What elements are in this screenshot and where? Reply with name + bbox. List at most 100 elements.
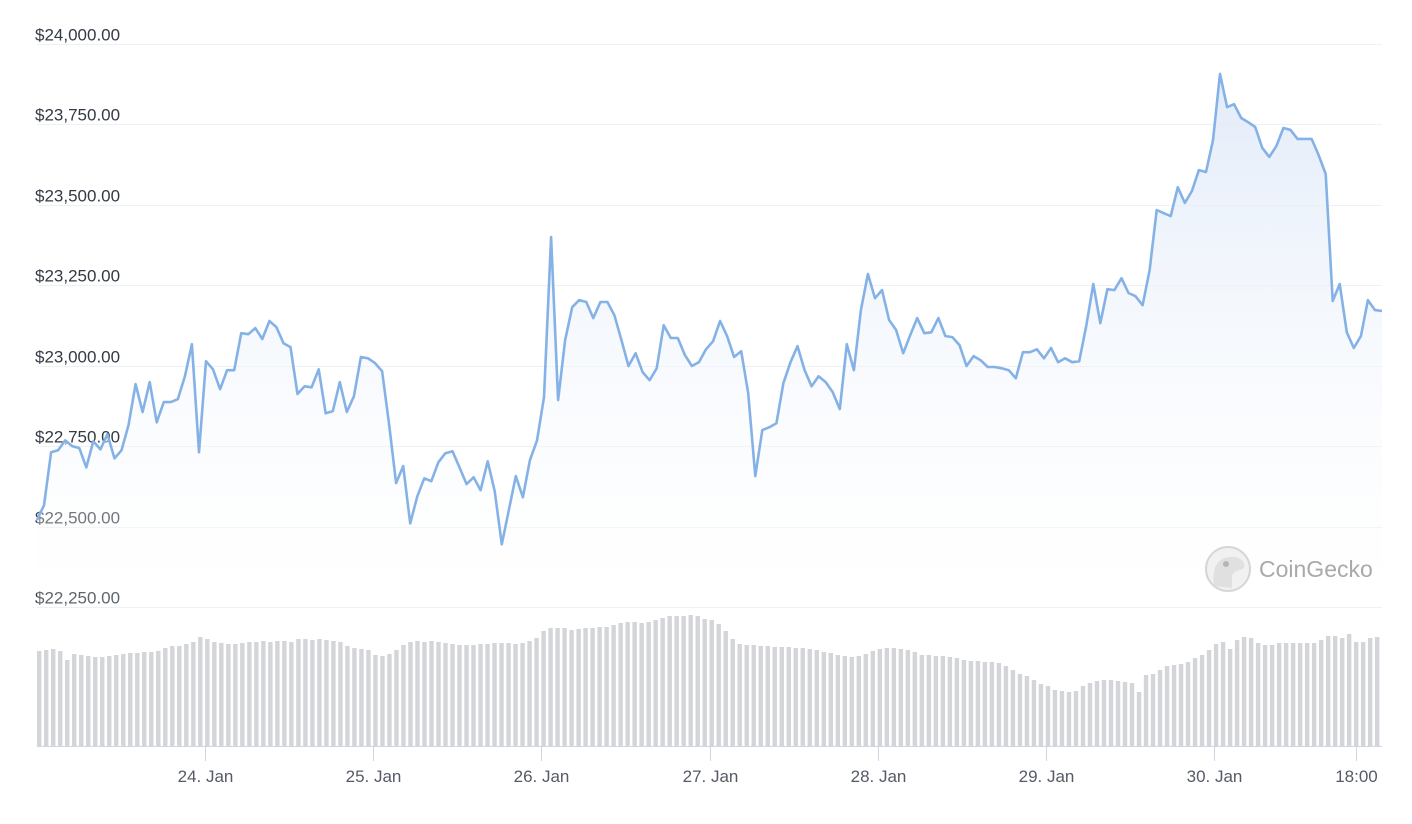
volume-bar [730, 639, 735, 746]
volume-bar [667, 616, 672, 746]
volume-bar [744, 645, 749, 746]
volume-bar [849, 657, 855, 746]
watermark-text: CoinGecko [1259, 556, 1373, 582]
volume-bar [982, 662, 988, 746]
volume-bar [394, 650, 399, 746]
volume-bar [793, 648, 798, 746]
volume-bar [1115, 681, 1121, 746]
x-tick-label: 30. Jan [1187, 767, 1243, 786]
volume-bar [499, 643, 504, 746]
volume-bar [1157, 670, 1163, 746]
volume-bar [310, 640, 315, 746]
volume-bar [1031, 680, 1037, 746]
volume-bar [401, 645, 406, 746]
volume-bar [807, 649, 812, 746]
volume-bar [1108, 680, 1114, 746]
volume-bar [1318, 640, 1324, 746]
volume-bar [464, 645, 469, 746]
volume-bar [1346, 634, 1352, 746]
x-axis-labels: 24. Jan 25. Jan 26. Jan 27. Jan 28. Jan 29. J… [178, 746, 1378, 786]
volume-bar [1017, 674, 1023, 746]
x-tick-label: 26. Jan [514, 767, 570, 786]
volume-bar [492, 643, 497, 746]
x-tick-label: 27. Jan [683, 767, 739, 786]
volume-bar [548, 628, 553, 746]
volume-bar [1038, 684, 1044, 746]
volume-bar [380, 656, 385, 746]
volume-bar [107, 656, 112, 746]
volume-bar [51, 649, 56, 746]
volume-bar [79, 655, 84, 746]
volume-bar [282, 641, 287, 746]
volume-bar [611, 625, 616, 746]
volume-bar [954, 658, 960, 746]
volume-bar [170, 646, 175, 746]
volume-bars [37, 615, 1380, 746]
volume-bar [1304, 643, 1310, 746]
volume-bar [156, 651, 161, 746]
volume-bar [135, 653, 140, 746]
volume-bar [863, 654, 869, 746]
volume-bar [1199, 655, 1205, 746]
volume-bar [1206, 650, 1212, 746]
volume-bar [1374, 637, 1380, 746]
volume-bar [331, 641, 336, 746]
volume-bar [408, 642, 413, 746]
volume-bar [1080, 686, 1086, 746]
volume-bar [576, 629, 581, 746]
volume-bar [1185, 662, 1191, 746]
volume-bar [436, 642, 441, 746]
volume-bar [884, 648, 890, 746]
volume-bar [562, 628, 567, 746]
volume-bar [856, 656, 862, 746]
volume-bar [1101, 680, 1107, 746]
volume-bar [205, 639, 210, 746]
volume-bar [457, 645, 462, 746]
volume-bar [758, 646, 763, 746]
volume-bar [1136, 692, 1142, 746]
volume-bar [128, 653, 133, 746]
volume-bar [702, 619, 707, 746]
volume-bar [1059, 691, 1065, 746]
gecko-head-icon [1213, 556, 1245, 588]
volume-bar [674, 616, 679, 746]
volume-bar [1227, 649, 1233, 746]
volume-bar [765, 646, 770, 746]
volume-bar [947, 657, 953, 746]
volume-bar [254, 642, 259, 746]
volume-bar [590, 628, 595, 746]
volume-bar [1066, 692, 1072, 746]
volume-bar [940, 656, 946, 746]
y-tick-label: $24,000.00 [35, 26, 120, 45]
volume-bar [800, 648, 805, 746]
volume-bar [366, 650, 371, 746]
gecko-eye-icon [1223, 561, 1229, 567]
volume-bar [485, 644, 490, 746]
volume-bar [58, 651, 63, 746]
volume-bar [779, 647, 784, 746]
volume-bar [373, 655, 378, 746]
volume-bar [709, 620, 714, 746]
volume-bar [1122, 682, 1128, 746]
price-line[interactable] [35, 72, 1383, 546]
volume-bar [226, 644, 231, 746]
volume-bar [359, 649, 364, 746]
volume-bar [65, 660, 70, 746]
volume-bar [632, 622, 637, 746]
volume-bar [688, 615, 693, 746]
x-tick-label: 25. Jan [346, 767, 402, 786]
volume-bar [597, 627, 602, 746]
volume-bar [513, 644, 518, 746]
volume-bar [933, 656, 939, 746]
volume-bar [296, 639, 301, 746]
volume-bar [1192, 658, 1198, 746]
volume-bar [191, 642, 196, 746]
volume-bar [37, 651, 42, 746]
volume-bar [975, 661, 981, 746]
coingecko-watermark: CoinGecko [1205, 546, 1373, 592]
volume-bar [877, 649, 883, 746]
x-tick-label: 18:00 [1335, 767, 1378, 786]
volume-bar [422, 642, 427, 746]
volume-bar [268, 642, 273, 746]
volume-bar [1283, 643, 1289, 746]
